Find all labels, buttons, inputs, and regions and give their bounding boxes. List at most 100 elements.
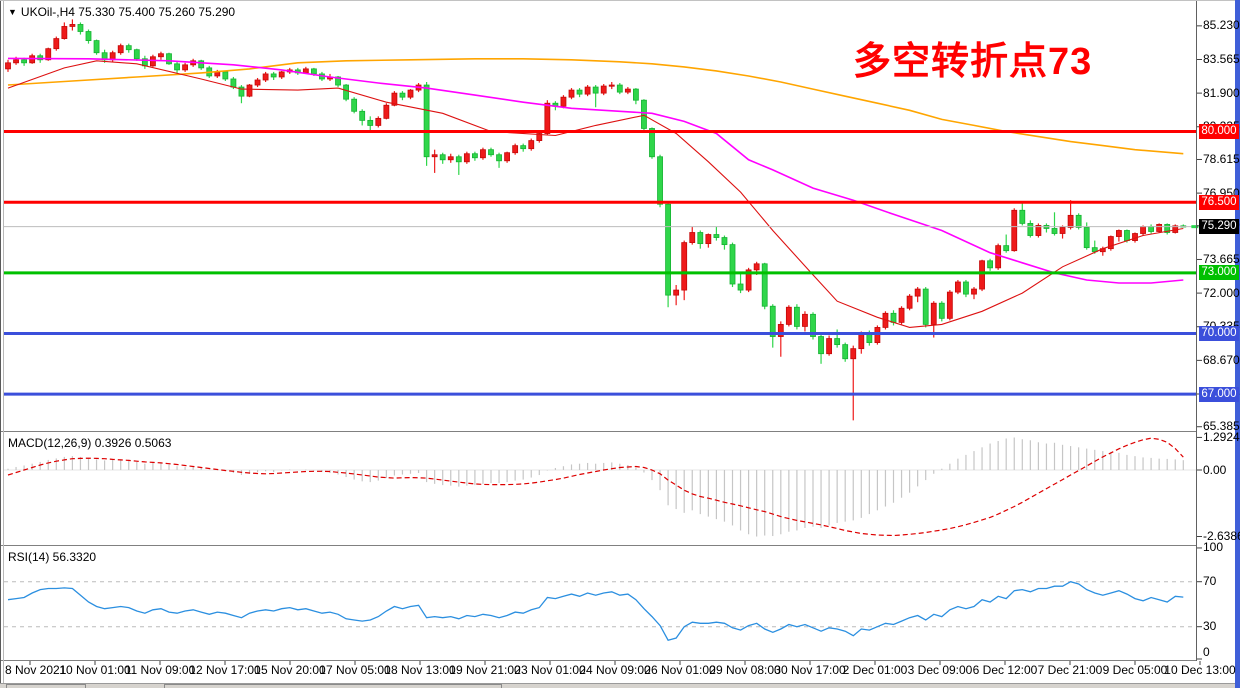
candle-body [1051, 228, 1058, 234]
candle-body [906, 295, 913, 309]
candle-body [1003, 245, 1010, 252]
candle-body [166, 53, 172, 65]
candle-body [633, 88, 639, 101]
candle-body [971, 288, 977, 295]
candle-body [149, 56, 156, 67]
candle-body [584, 86, 591, 95]
candle-body [1075, 214, 1082, 228]
candle-body [785, 306, 792, 325]
candle-body [21, 59, 28, 64]
candle-body [802, 313, 808, 327]
candle-body [930, 302, 937, 325]
candle-body [351, 98, 358, 112]
candle-body [1035, 225, 1042, 236]
candle-body [769, 305, 776, 337]
candle-body [1067, 214, 1074, 228]
price-axis-label: 83.565 [1203, 51, 1240, 66]
candle-body [641, 99, 647, 129]
candle-body [938, 302, 945, 319]
price-level-badge: 76.500 [1199, 194, 1239, 210]
candle-body [528, 140, 535, 150]
candle-body [1164, 224, 1171, 233]
candle-body [182, 64, 189, 71]
price-axis-label: 72.000 [1203, 285, 1240, 300]
time-axis-label: 18 Nov 13:00 [384, 663, 456, 677]
candle-body [375, 117, 382, 126]
candle-body [447, 156, 454, 161]
chart-tab[interactable] [6, 684, 86, 688]
price-axis-label: 85.230 [1203, 18, 1240, 33]
candle-body [737, 283, 744, 291]
chart-tab[interactable] [164, 684, 502, 688]
candle-body [53, 38, 60, 50]
candle-body [238, 86, 245, 97]
time-axis-label: 7 Dec 21:00 [1037, 663, 1103, 677]
candle-body [713, 234, 720, 238]
chart-symbol-timeframe: UKOil-,H4 [20, 5, 75, 19]
price-level-badge: 70.000 [1199, 326, 1239, 341]
window-left-border [0, 0, 1, 683]
candle-body [729, 244, 736, 285]
candle-body [423, 84, 430, 158]
candle-body [1083, 227, 1090, 249]
candle-body [576, 89, 583, 95]
candle-body [117, 45, 124, 54]
macd-axis-label: -2.6386 [1203, 528, 1240, 543]
candle-body [826, 338, 832, 355]
price-axis-label: 73.665 [1203, 251, 1240, 266]
candle-body [1124, 230, 1130, 241]
candle-body [858, 333, 865, 350]
candle-body [512, 145, 519, 154]
candle-body [1091, 247, 1098, 253]
candle-body [407, 89, 414, 98]
candle-body [246, 84, 253, 97]
candle-body [705, 234, 712, 245]
candle-body [1107, 236, 1114, 250]
candle-body [93, 40, 100, 54]
candle-body [616, 84, 623, 93]
macd-indicator-label: MACD(12,26,9) 0.3926 0.5063 [8, 436, 172, 450]
rsi-line [7, 581, 1184, 641]
candle-body [608, 84, 615, 87]
candle-body [367, 119, 374, 126]
candle-body [1156, 224, 1163, 232]
candle-body [471, 153, 478, 159]
macd-signal-line [7, 437, 1184, 537]
candle-body [1140, 226, 1146, 234]
time-axis-label: 19 Nov 21:00 [449, 663, 521, 677]
candle-body [657, 156, 663, 205]
candle-body [254, 79, 261, 86]
candle-body [496, 154, 502, 162]
candle-body [399, 92, 406, 98]
candle-body [455, 156, 462, 163]
rsi-axis-label: 0 [1203, 644, 1210, 659]
macd-axis-label: 0.00 [1203, 462, 1227, 477]
time-axis-label: 6 Dec 12:00 [972, 663, 1038, 677]
candle-body [85, 31, 92, 42]
rsi-axis-label: 30 [1203, 619, 1217, 634]
candle-body [624, 88, 631, 93]
candle-body [665, 203, 671, 296]
time-axis-label: 9 Dec 05:00 [1102, 663, 1168, 677]
candle-body [13, 59, 19, 64]
window-left-inner-border [3, 0, 4, 683]
candle-body [592, 86, 599, 94]
candle-body [61, 26, 68, 39]
candle-body [230, 78, 237, 88]
candle-body [898, 307, 905, 323]
bottom-tab-bar [0, 683, 1235, 688]
candle-body [673, 289, 680, 296]
chart-collapse-icon[interactable]: ▼ [8, 7, 17, 17]
window-right-border [1235, 0, 1240, 688]
candle-body [1148, 226, 1154, 232]
candle-body [278, 71, 285, 78]
candle-body [834, 338, 841, 346]
candle-body [343, 84, 350, 100]
time-axis-label: 12 Nov 17:00 [189, 663, 261, 677]
candle-body [963, 281, 969, 295]
candle-body [753, 263, 760, 271]
candle-body [133, 49, 140, 60]
price-axis-label: 81.900 [1203, 85, 1240, 100]
